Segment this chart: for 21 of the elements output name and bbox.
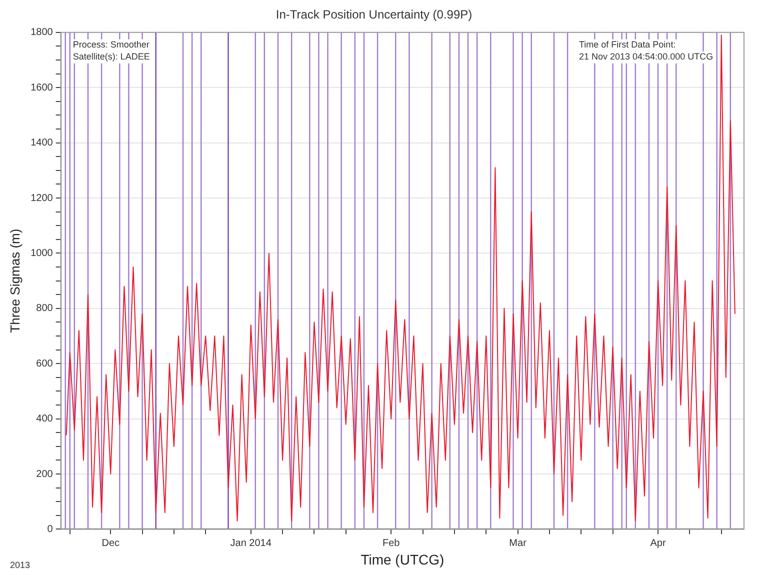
y-tick-label: 1600 <box>30 82 54 94</box>
y-tick-label: 800 <box>36 303 54 314</box>
x-tick-label: Feb <box>382 538 400 549</box>
y-tick-label: 1200 <box>30 192 54 204</box>
y-tick-label: 1400 <box>30 138 54 149</box>
y-tick-label: 200 <box>36 468 54 480</box>
chart-title: In-Track Position Uncertainty (0.99P) <box>276 8 472 22</box>
annotation: Time of First Data Point: 21 Nov 2013 04:54:00.000 UTCG <box>579 39 714 62</box>
y-tick-label: 1800 <box>30 27 54 38</box>
y-tick-label: 0 <box>47 524 54 535</box>
x-axis-title: Time (UTCG) <box>360 551 444 568</box>
x-tick-label: Apr <box>650 538 666 549</box>
annotation: Process: Smoother Satellite(s): LADEE <box>72 39 150 62</box>
x-tick-label: Mar <box>509 538 528 549</box>
y-tick-label: 1000 <box>30 248 54 259</box>
text: 2013 <box>10 560 30 570</box>
y-tick-label: 600 <box>36 358 54 370</box>
x-tick-label: Jan 2014 <box>230 538 272 549</box>
y-tick-label: 400 <box>36 414 54 425</box>
y-axis-title: Three Sigmas (m) <box>7 228 22 333</box>
x-tick-label: Dec <box>102 538 120 549</box>
